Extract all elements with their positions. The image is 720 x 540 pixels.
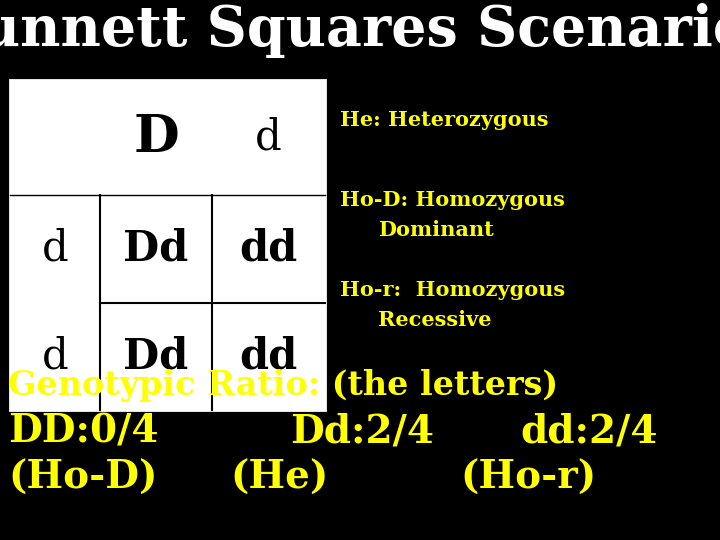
Text: (Ho-D): (Ho-D)	[8, 459, 158, 497]
Text: d: d	[42, 228, 68, 270]
Text: Ho-D: Homozygous: Ho-D: Homozygous	[340, 190, 565, 210]
Text: Dominant: Dominant	[378, 220, 494, 240]
Text: (He): (He)	[230, 459, 328, 497]
Text: dd:2/4: dd:2/4	[520, 413, 657, 451]
Text: DD:0/4: DD:0/4	[8, 413, 158, 451]
Text: Genotypic Ratio: (the letters): Genotypic Ratio: (the letters)	[8, 368, 558, 402]
Text: He: Heterozygous: He: Heterozygous	[340, 110, 549, 130]
Text: dd: dd	[239, 335, 297, 377]
Text: Recessive: Recessive	[378, 310, 492, 330]
Text: Punnett Squares Scenarios: Punnett Squares Scenarios	[0, 3, 720, 57]
Text: d: d	[255, 117, 282, 159]
Text: (Ho-r): (Ho-r)	[460, 459, 596, 497]
Text: D: D	[133, 112, 179, 163]
Text: Ho-r:  Homozygous: Ho-r: Homozygous	[340, 280, 565, 300]
Text: d: d	[42, 335, 68, 377]
Bar	[10, 80, 325, 410]
Text: Dd: Dd	[123, 335, 189, 377]
Text: dd: dd	[239, 228, 297, 270]
Text: Dd: Dd	[123, 228, 189, 270]
Text: Dd:2/4: Dd:2/4	[290, 413, 434, 451]
